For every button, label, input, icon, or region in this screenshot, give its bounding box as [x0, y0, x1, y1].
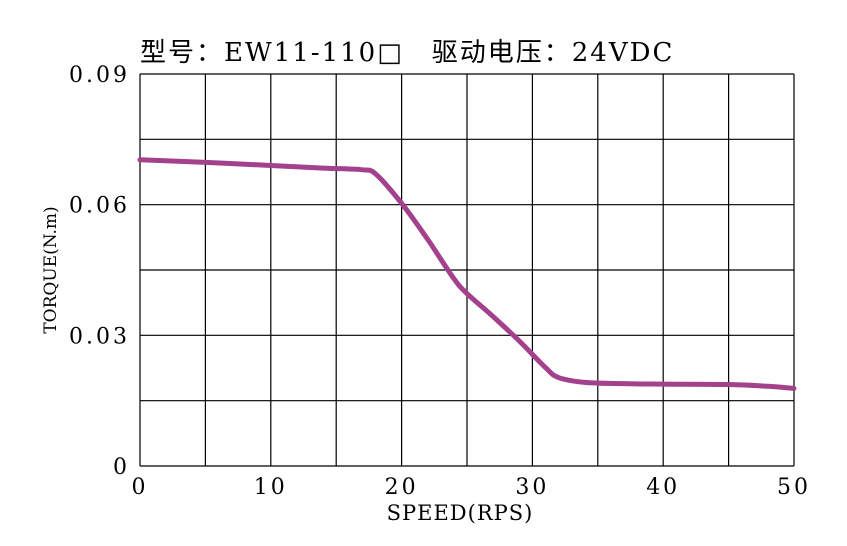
y-tick-label: 0.06 [69, 194, 130, 219]
y-tick-label: 0.09 [69, 63, 130, 88]
x-tick-label: 20 [385, 475, 419, 500]
y-axis-ticks: 0 0.03 0.06 0.09 [69, 63, 130, 480]
chart-title: 型号：EW11-110□ 驱动电压：24VDC [140, 38, 674, 68]
y-tick-label: 0 [113, 455, 130, 480]
x-axis-label: SPEED(RPS) [387, 501, 534, 525]
series-layer [137, 157, 797, 391]
x-tick-label: 40 [646, 475, 680, 500]
grid [139, 73, 795, 467]
x-tick-label: 0 [132, 475, 149, 500]
y-tick-label: 0.03 [69, 324, 130, 349]
y-axis-label: TORQUE(N.m) [41, 206, 61, 333]
x-tick-label: 30 [515, 475, 549, 500]
x-tick-label: 10 [254, 475, 288, 500]
x-tick-label: 50 [777, 475, 811, 500]
x-axis-ticks: 0 10 20 30 40 50 [132, 475, 811, 500]
torque-curve-line [137, 157, 797, 391]
